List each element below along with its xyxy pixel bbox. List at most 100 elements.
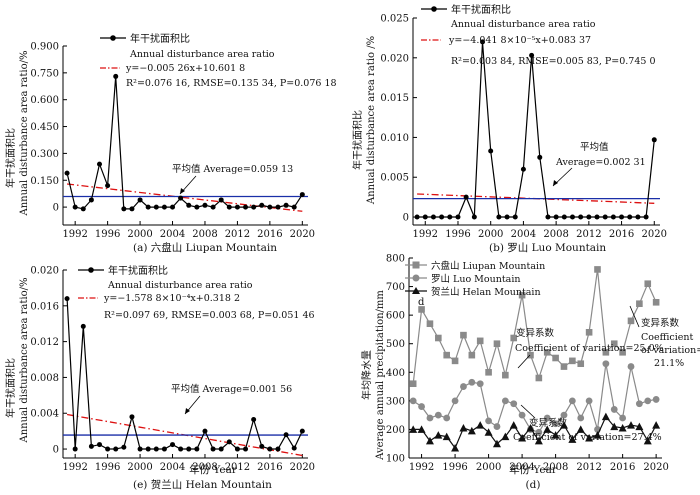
b-fit-stats: R²=0.003 84, RMSE=0.005 83, P=0.745 0 <box>451 56 656 67</box>
c-data-point <box>113 446 119 452</box>
a-xtick-label: 1992 <box>62 229 87 240</box>
a-data-point <box>186 202 192 208</box>
c-data-point <box>88 443 94 449</box>
c-data-point <box>243 446 249 452</box>
d-point-luo <box>560 411 568 419</box>
d-point-luo <box>451 397 459 405</box>
a-xtick-label: 2020 <box>290 229 315 240</box>
a-ylabel-cn: 年干扰面积比 <box>4 128 17 188</box>
a-ytick-label: 0 <box>53 203 59 214</box>
b-data-point <box>496 214 502 220</box>
a-legend-series-en: Annual disturbance area ratio <box>129 49 275 60</box>
c-xtick-label: 2004 <box>160 462 185 473</box>
d-point-helan <box>467 426 476 435</box>
b-xtick-label: 2020 <box>642 229 667 240</box>
d-point-liupan <box>418 306 425 313</box>
d-xtick-label: 1992 <box>409 462 434 473</box>
b-data-point <box>619 214 625 220</box>
c-data-point <box>299 428 305 434</box>
c-legend-marker <box>88 267 94 273</box>
d-point-luo <box>485 417 492 425</box>
d-point-helan <box>593 431 602 439</box>
b-data-point <box>447 214 453 220</box>
c-xtick-label: 1992 <box>62 462 87 473</box>
c-ytick-label: 0.016 <box>30 301 59 312</box>
d-point-luo <box>434 411 442 419</box>
b-average-label-en: Average=0.002 31 <box>555 157 646 168</box>
d-point-liupan <box>476 337 484 345</box>
c-data-point <box>129 414 135 420</box>
b-data-point <box>504 214 510 220</box>
d-cv-helan-cn: 变异系数 <box>529 417 568 429</box>
a-ytick-label: 0.300 <box>30 149 59 160</box>
d-point-liupan <box>502 371 509 379</box>
d-legend: 六盘山 Liupan Mountain 罗山 Luo Mountain 贺兰山 … <box>405 260 545 298</box>
b-ytick-label: 0.015 <box>380 93 409 104</box>
d-point-helan <box>610 422 619 431</box>
d-point-helan <box>526 424 535 432</box>
b-data-point <box>643 214 649 220</box>
a-data-point <box>137 197 143 203</box>
a-data-point <box>153 204 159 210</box>
d-ytick-label: 400 <box>386 368 405 379</box>
d-point-luo <box>543 414 551 422</box>
c-data-point <box>145 446 151 452</box>
d-legend-luo: 罗山 Luo Mountain <box>431 274 521 285</box>
b-data-point <box>414 214 420 220</box>
d-xlabel: 年份 Year <box>509 463 558 476</box>
d-point-helan <box>509 421 518 429</box>
d-point-luo <box>460 383 467 390</box>
a-data-point <box>88 197 94 203</box>
d-point-helan <box>601 412 610 421</box>
d-point-helan <box>492 439 501 448</box>
d-point-helan <box>459 424 468 432</box>
d-point-liupan <box>644 280 652 288</box>
c-data-point <box>259 443 265 449</box>
b-xtick-label: 2004 <box>511 229 536 240</box>
d-point-helan <box>643 436 652 445</box>
d-point-helan <box>551 431 560 439</box>
d-ytick-label: 600 <box>386 311 405 322</box>
c-data-point <box>137 446 143 452</box>
a-ytick-label: 0.750 <box>30 68 59 79</box>
b-xtick-label: 2008 <box>543 229 568 240</box>
c-data-point <box>80 323 86 329</box>
d-cv-luo-cn: 变异系数 <box>516 327 555 339</box>
a-data-point <box>259 202 265 208</box>
d-legend-helan: 贺兰山 Helan Mountain <box>431 286 541 298</box>
d-point-liupan <box>510 334 518 342</box>
a-average-label: 平均值 Average=0.059 13 <box>172 163 293 175</box>
c-data-point <box>178 446 184 452</box>
d-ylabel-en: Average annual precipitation/mm <box>375 290 386 461</box>
a-ytick-label: 0.150 <box>30 176 59 187</box>
d-point-liupan <box>652 298 660 306</box>
b-legend: 年干扰面积比 Annual disturbance area ratio y=−… <box>421 3 656 67</box>
c-data-point <box>97 442 103 448</box>
d-point-liupan <box>460 331 467 339</box>
d-ytick-label: 200 <box>386 425 405 436</box>
d-xtick-label: 2020 <box>643 462 668 473</box>
c-fit-stats: R²=0.097 69, RMSE=0.003 68, P=0.051 46 <box>104 310 315 321</box>
c-xtick-label: 2008 <box>192 462 217 473</box>
d-point-helan <box>518 434 527 442</box>
c-data-point <box>234 446 240 452</box>
a-legend-marker <box>110 35 116 41</box>
panel-b: 年干扰面积比 Annual disturbance area ratio /% … <box>351 3 667 254</box>
a-legend: 年干扰面积比 Annual disturbance area ratio y=−… <box>100 32 337 89</box>
b-xtick-label: 1996 <box>445 229 470 240</box>
d-xtick-label: 2016 <box>610 462 635 473</box>
a-data-point <box>267 204 273 210</box>
a-data-point <box>170 204 176 210</box>
c-xtick-label: 2012 <box>225 462 250 473</box>
d-point-helan <box>534 436 543 445</box>
d-point-liupan <box>577 360 585 368</box>
b-data-point <box>578 214 584 220</box>
d-legend-marker-liupan <box>412 261 420 269</box>
a-xtick-label: 2008 <box>192 229 217 240</box>
d-point-luo <box>518 411 526 419</box>
a-data-point <box>291 204 297 210</box>
b-legend-marker <box>431 6 437 12</box>
b-ytick-label: 0.005 <box>380 173 409 184</box>
a-data-point <box>226 204 232 210</box>
c-average-label: 平均值 Average=0.001 56 <box>171 383 292 395</box>
